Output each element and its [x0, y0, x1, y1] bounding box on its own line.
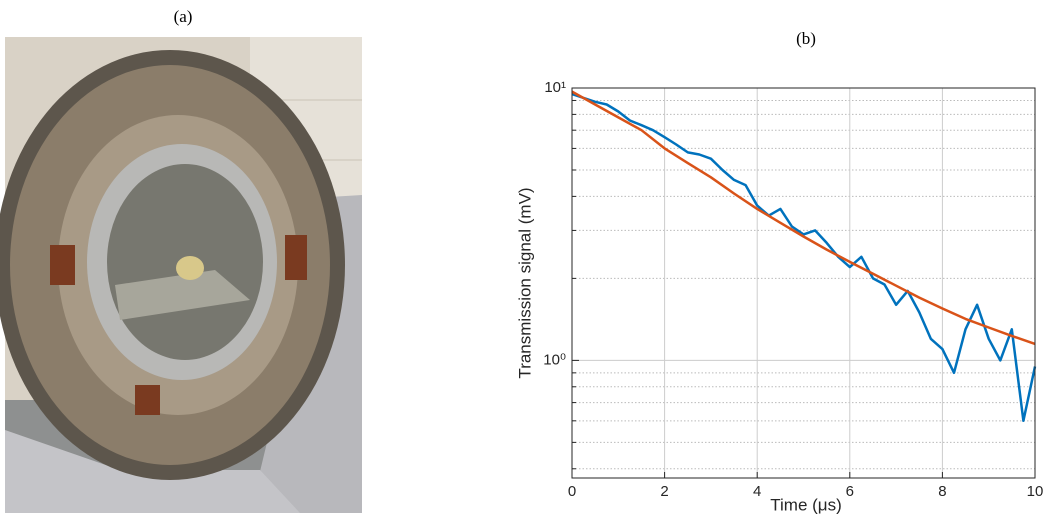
mount [115, 270, 250, 320]
x-axis-label: Time (μs) [770, 495, 842, 514]
data-line [571, 90, 1036, 346]
panel-label: (b) [796, 29, 816, 48]
x-tick-label: 8 [938, 483, 946, 500]
photo [0, 37, 362, 513]
tape [50, 245, 75, 285]
y-axis-label: Transmission signal (mV) [515, 187, 534, 378]
x-tick-label: 10 [1027, 483, 1044, 500]
x-tick-label: 0 [568, 483, 576, 500]
x-tick-label: 2 [660, 483, 668, 500]
plot-frame [571, 87, 1036, 479]
x-tick-label: 6 [846, 483, 854, 500]
y-tick-label: 10⁰ [543, 351, 566, 368]
x-tick-label: 4 [753, 483, 761, 500]
tape [285, 235, 307, 280]
y-tick-label: 10¹ [544, 79, 566, 96]
tape [135, 385, 160, 415]
data-line [571, 92, 1037, 423]
mirror [176, 256, 204, 280]
panel-label: (a) [174, 7, 193, 26]
